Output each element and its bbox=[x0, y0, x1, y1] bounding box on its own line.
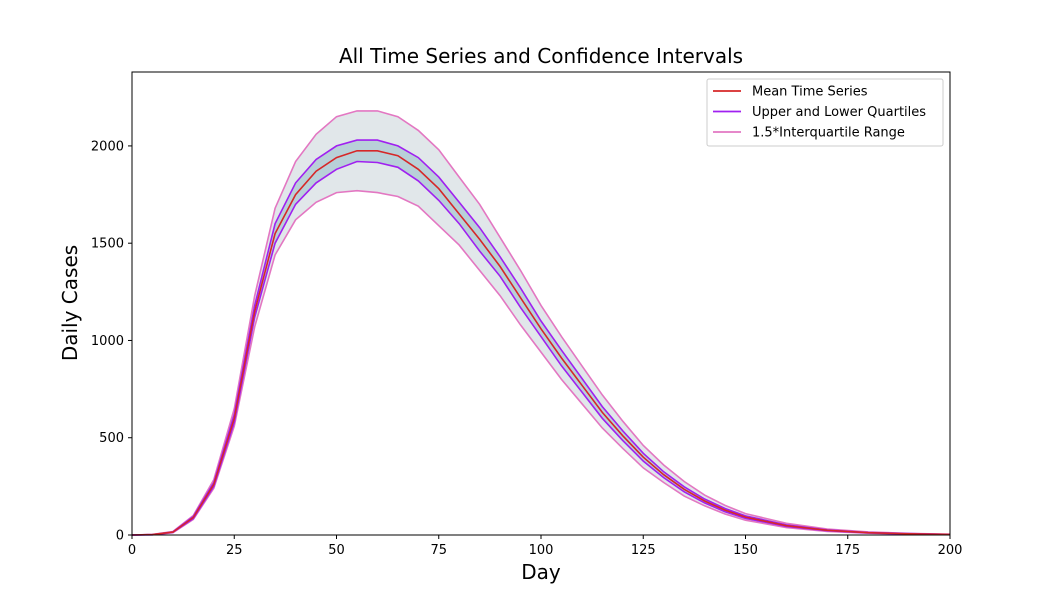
chart-title: All Time Series and Confidence Intervals bbox=[339, 44, 743, 68]
x-tick-label: 100 bbox=[529, 543, 554, 558]
quartile-lower-line bbox=[131, 160, 951, 536]
legend-label: 1.5*Interquartile Range bbox=[752, 126, 905, 141]
x-tick-label: 200 bbox=[938, 543, 963, 558]
y-tick-label: 1500 bbox=[91, 237, 124, 252]
y-axis-label: Daily Cases bbox=[58, 245, 82, 361]
x-tick-label: 50 bbox=[328, 543, 345, 558]
x-tick-label: 0 bbox=[128, 543, 136, 558]
x-tick-label: 175 bbox=[835, 543, 860, 558]
y-tick-label: 500 bbox=[99, 431, 124, 446]
quartile-upper-line bbox=[131, 139, 951, 536]
mean-series-line bbox=[131, 150, 951, 536]
iqr-range-lower-line bbox=[131, 189, 951, 536]
x-tick-label: 75 bbox=[430, 543, 447, 558]
legend-label: Upper and Lower Quartiles bbox=[752, 105, 926, 120]
legend-label: Mean Time Series bbox=[752, 85, 868, 100]
x-tick-label: 150 bbox=[733, 543, 758, 558]
y-tick-label: 0 bbox=[116, 529, 124, 544]
y-tick-label: 2000 bbox=[91, 139, 124, 154]
ensemble-band bbox=[132, 110, 950, 535]
y-axis-ticks: 0 500 1000 1500 2000 bbox=[91, 139, 132, 544]
x-tick-label: 25 bbox=[226, 543, 243, 558]
x-axis-label: Day bbox=[521, 560, 561, 584]
legend: Mean Time Series Upper and Lower Quartile… bbox=[706, 78, 944, 147]
x-tick-label: 125 bbox=[631, 543, 656, 558]
x-axis-ticks: 0 25 50 75 100 125 150 175 200 bbox=[128, 535, 963, 558]
y-tick-label: 1000 bbox=[91, 334, 124, 349]
series-layer bbox=[131, 110, 951, 536]
iqr-range-upper-line bbox=[131, 110, 951, 536]
legend-box bbox=[706, 78, 944, 147]
